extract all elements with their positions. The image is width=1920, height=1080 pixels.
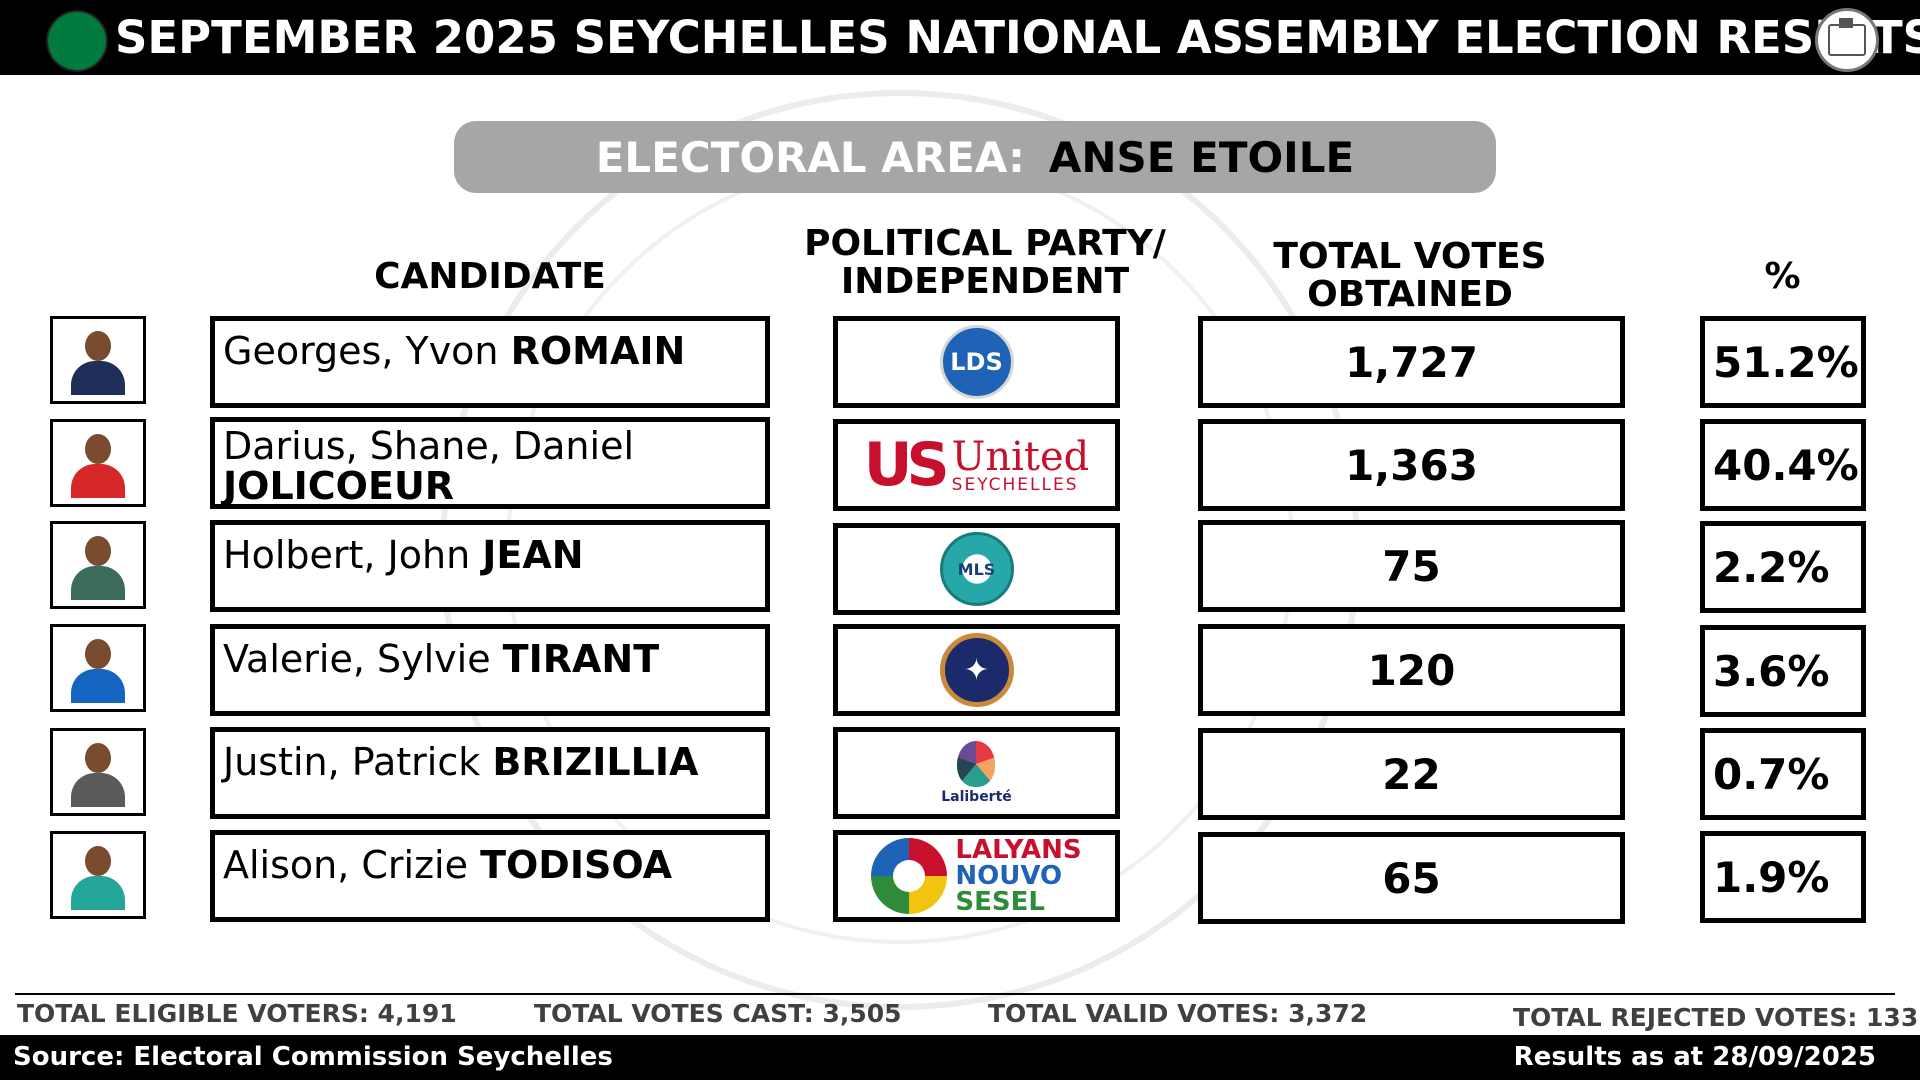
candidate-surname: BRIZILLIA (492, 740, 699, 784)
candidate-given-names: Darius, Shane, Daniel (223, 424, 635, 468)
candidate-photo (50, 728, 146, 816)
candidate-name: Justin, Patrick BRIZILLIA (223, 742, 759, 782)
results-date: Results as at 28/09/2025 (1513, 1042, 1876, 1072)
party-logo-box: ✦ (833, 624, 1120, 716)
votes-box: 120 (1198, 624, 1625, 716)
electoral-commission-seal-icon (1815, 8, 1879, 72)
party-logo-box: MLS (833, 523, 1120, 615)
candidate-name: Darius, Shane, Daniel JOLICOEUR (223, 426, 759, 506)
avatar (71, 566, 125, 600)
candidate-name-box: Valerie, Sylvie TIRANT (210, 624, 770, 716)
percent-box: 0.7% (1700, 728, 1866, 820)
electoral-area-banner: ELECTORAL AREA: ANSE ETOILE (454, 121, 1496, 193)
avatar (71, 464, 125, 498)
united-seychelles-logo-icon: US United SEYCHELLES (864, 435, 1090, 495)
lalyans-nouvo-sesel-logo-icon: LALYANS NOUVO SESEL (871, 835, 1082, 917)
candidate-surname: ROMAIN (510, 329, 686, 373)
avatar (71, 773, 125, 807)
percent-box: 51.2% (1700, 316, 1866, 408)
column-header-candidate: CANDIDATE (374, 256, 606, 297)
us-logo-mark: US (863, 430, 950, 500)
candidate-surname: JOLICOEUR (223, 464, 455, 508)
avatar (71, 361, 125, 395)
candidate-photo (50, 521, 146, 609)
eagle-party-logo-icon: ✦ (939, 633, 1014, 707)
candidate-given-names: Holbert, John (223, 533, 483, 577)
avatar (71, 669, 125, 703)
eagle-icon: ✦ (963, 652, 990, 688)
candidate-name: Valerie, Sylvie TIRANT (223, 639, 759, 679)
total-rejected-votes: TOTAL REJECTED VOTES: 133 (1513, 1003, 1919, 1032)
candidate-name: Holbert, John JEAN (223, 535, 759, 575)
candidate-name-box: Holbert, John JEAN (210, 520, 770, 612)
electoral-area-label: ELECTORAL AREA: (595, 132, 1025, 182)
votes-box: 75 (1198, 520, 1625, 612)
electoral-area-name: ANSE ETOILE (1048, 132, 1355, 182)
footer-bar (0, 1035, 1920, 1080)
votes-box: 22 (1198, 728, 1625, 820)
page-title: SEPTEMBER 2025 SEYCHELLES NATIONAL ASSEM… (115, 11, 1920, 64)
candidate-surname: TIRANT (502, 637, 660, 681)
candidate-given-names: Alison, Crizie (223, 843, 481, 887)
candidate-name-box: Justin, Patrick BRIZILLIA (210, 727, 770, 819)
candidate-given-names: Georges, Yvon (223, 329, 511, 373)
us-logo-seychelles: SEYCHELLES (951, 474, 1079, 495)
candidate-name-box: Darius, Shane, Daniel JOLICOEUR (210, 417, 770, 509)
lns-logo-word-2: NOUVO (955, 861, 1063, 891)
total-eligible-voters: TOTAL ELIGIBLE VOTERS: 4,191 (17, 999, 457, 1028)
column-header-votes-line2: OBTAINED (1307, 274, 1513, 315)
candidate-surname: JEAN (482, 533, 584, 577)
candidate-name-box: Georges, Yvon ROMAIN (210, 316, 770, 408)
title-bar: SEPTEMBER 2025 SEYCHELLES NATIONAL ASSEM… (0, 0, 1920, 75)
votes-box: 65 (1198, 832, 1625, 924)
mls-logo-icon: MLS (939, 532, 1014, 606)
candidate-photo (50, 624, 146, 712)
candidate-given-names: Justin, Patrick (223, 740, 493, 784)
column-header-party-line1: POLITICAL PARTY/ (804, 223, 1166, 264)
total-valid-votes: TOTAL VALID VOTES: 3,372 (988, 999, 1368, 1028)
laliberte-logo-text: Laliberté (941, 789, 1012, 805)
candidate-surname: TODISOA (480, 843, 673, 887)
total-votes-cast: TOTAL VOTES CAST: 3,505 (534, 999, 902, 1028)
totals-divider (15, 993, 1895, 995)
candidate-name: Georges, Yvon ROMAIN (223, 331, 759, 371)
candidate-photo (50, 419, 146, 507)
candidate-given-names: Valerie, Sylvie (223, 637, 503, 681)
avatar (71, 876, 125, 910)
candidate-name-box: Alison, Crizie TODISOA (210, 830, 770, 922)
lns-logo-word-1: LALYANS (955, 835, 1082, 865)
column-header-votes: TOTAL VOTES OBTAINED (1210, 238, 1610, 314)
party-logo-box: Laliberté (833, 727, 1120, 819)
column-header-party-line2: INDEPENDENT (840, 261, 1130, 302)
source-text: Source: Electoral Commission Seychelles (13, 1042, 613, 1072)
lns-logo-word-3: SESEL (955, 887, 1045, 917)
column-header-party: POLITICAL PARTY/ INDEPENDENT (790, 225, 1180, 301)
mls-logo-text: MLS (957, 559, 996, 579)
party-logo-box: LALYANS NOUVO SESEL (833, 830, 1120, 922)
column-header-percent: % (1764, 256, 1801, 297)
candidate-photo (50, 831, 146, 919)
seychelles-flag-icon (48, 12, 106, 70)
column-header-votes-line1: TOTAL VOTES (1273, 236, 1547, 277)
percent-box: 2.2% (1700, 521, 1866, 613)
lds-logo-icon: LDS (939, 325, 1014, 399)
lns-logo-mark (871, 838, 948, 914)
percent-box: 40.4% (1700, 419, 1866, 511)
laliberte-logo-icon: Laliberté (941, 741, 1012, 805)
votes-box: 1,363 (1198, 419, 1625, 511)
raised-hand-icon (957, 741, 996, 787)
party-logo-box: LDS (833, 316, 1120, 408)
lds-logo-text: LDS (950, 348, 1003, 376)
percent-box: 1.9% (1700, 831, 1866, 923)
candidate-photo (50, 316, 146, 404)
votes-box: 1,727 (1198, 316, 1625, 408)
party-logo-box: US United SEYCHELLES (833, 419, 1120, 511)
percent-box: 3.6% (1700, 625, 1866, 717)
us-logo-united: United (951, 433, 1090, 480)
candidate-name: Alison, Crizie TODISOA (223, 845, 759, 885)
